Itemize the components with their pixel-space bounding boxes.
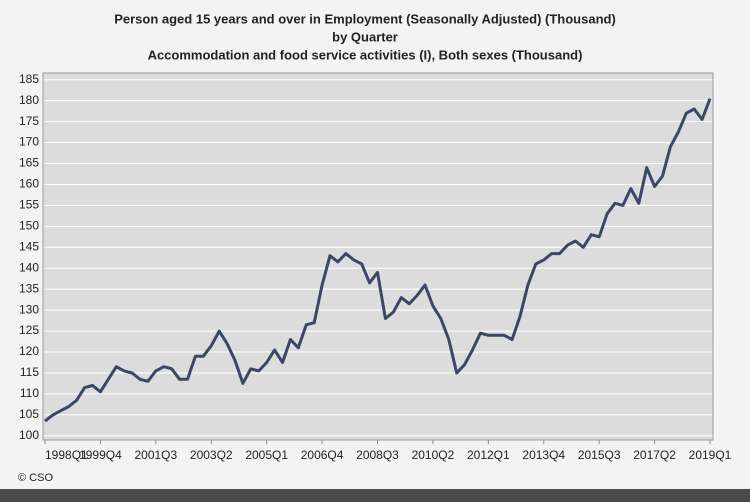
x-tick-label: 2005Q1 bbox=[245, 448, 288, 462]
plot-frame bbox=[42, 72, 714, 441]
x-tick-label: 2003Q2 bbox=[190, 448, 233, 462]
y-tick-label: 165 bbox=[19, 156, 39, 170]
x-tick-label: 2013Q4 bbox=[522, 448, 565, 462]
x-tick-label: 2015Q3 bbox=[578, 448, 621, 462]
x-tick-label: 1998Q1 bbox=[45, 448, 88, 462]
y-tick-label: 170 bbox=[19, 135, 39, 149]
y-tick-label: 115 bbox=[20, 365, 39, 379]
y-tick-label: 120 bbox=[19, 344, 39, 358]
y-tick-label: 185 bbox=[19, 72, 39, 86]
y-tick-label: 140 bbox=[19, 260, 39, 274]
y-tick-label: 160 bbox=[19, 177, 39, 191]
y-tick-label: 175 bbox=[19, 114, 39, 128]
chart-title: by Quarter bbox=[332, 29, 398, 44]
data-line bbox=[44, 98, 712, 423]
x-tick-label: 2010Q2 bbox=[412, 448, 455, 462]
x-tick-label: 2012Q1 bbox=[467, 448, 510, 462]
y-tick-label: 130 bbox=[19, 302, 39, 316]
y-tick-label: 135 bbox=[19, 281, 39, 295]
y-tick-label: 100 bbox=[19, 428, 39, 442]
y-tick-label: 110 bbox=[20, 386, 39, 400]
y-tick-label: 125 bbox=[19, 323, 39, 337]
y-tick-label: 150 bbox=[19, 219, 39, 233]
y-tick-label: 105 bbox=[19, 407, 39, 421]
chart-title: Accommodation and food service activitie… bbox=[148, 47, 583, 62]
source: © CSO bbox=[18, 472, 53, 484]
chart-title: Person aged 15 years and over in Employm… bbox=[114, 11, 616, 26]
x-tick-label: 2001Q3 bbox=[134, 448, 177, 462]
x-tick-label: 2006Q4 bbox=[301, 448, 344, 462]
y-tick-label: 180 bbox=[19, 93, 39, 107]
plot-area bbox=[43, 73, 713, 440]
x-tick-label: 2008Q3 bbox=[356, 448, 399, 462]
x-tick-label: 2017Q2 bbox=[633, 448, 676, 462]
y-tick-label: 155 bbox=[19, 198, 39, 212]
x-tick-label: 2019Q1 bbox=[689, 448, 732, 462]
y-tick-label: 145 bbox=[19, 239, 39, 253]
x-tick-label: 1999Q4 bbox=[79, 448, 122, 462]
bottom-bar bbox=[0, 489, 750, 502]
